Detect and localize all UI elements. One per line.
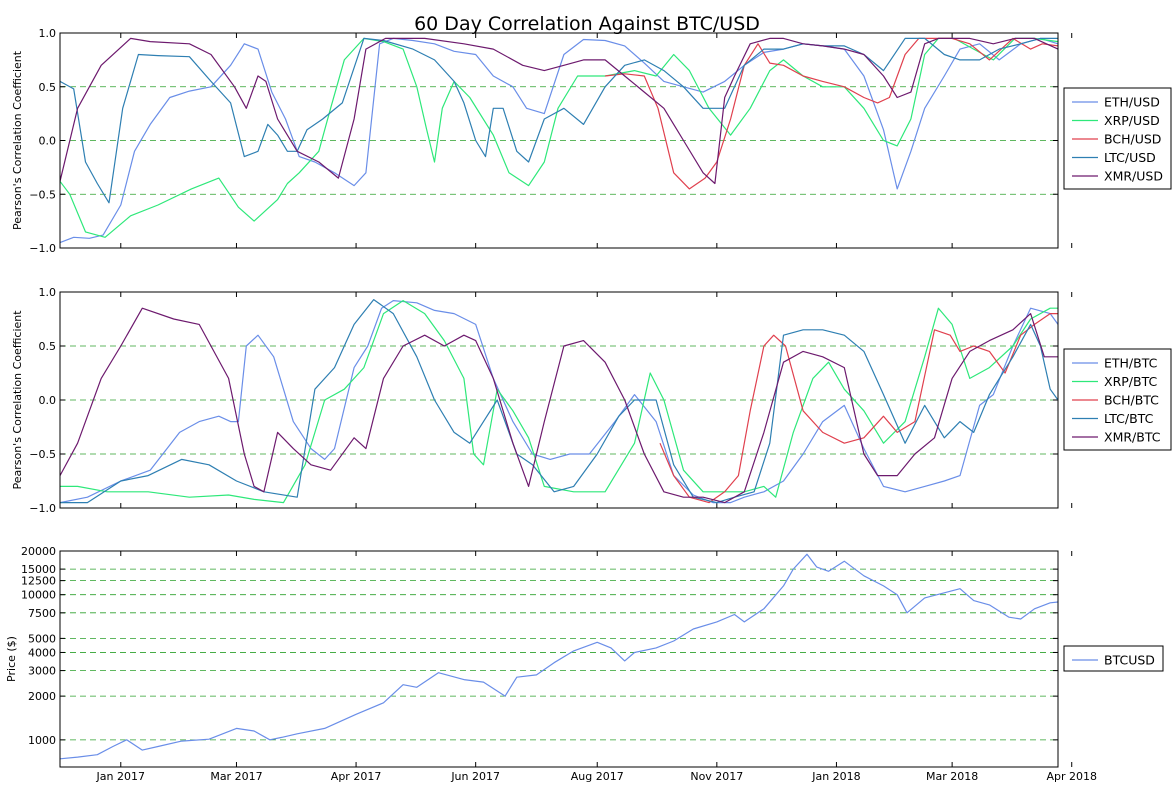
legend-label: BCH/BTC [1104,393,1159,408]
series-line-xrp-btc [60,300,1058,504]
legend-label: XMR/BTC [1104,430,1161,445]
series-line-eth-btc [59,300,1059,504]
series-line-xmr-usd [59,37,1059,185]
y-tick-label: 1.0 [39,286,57,299]
y-tick-label: 5000 [28,632,56,645]
y-tick-label: −1.0 [29,242,56,255]
y-axis-label: Price ($) [5,636,18,682]
chart-title: 60 Day Correlation Against BTC/USD [414,13,760,35]
y-tick-label: 0.5 [39,81,57,94]
legend: BTCUSD [1063,645,1164,672]
legend: ETH/BTC XRP/BTC BCH/BTC LTC/BTC XMR/BTC [1063,348,1172,451]
legend-label: XRP/BTC [1104,374,1157,389]
legend-label: XRP/USD [1104,113,1160,128]
y-tick-label: 10000 [21,589,56,602]
series-line-eth-usd [59,37,1059,244]
legend-label: ETH/BTC [1104,356,1158,371]
series-line-bch-btc [659,313,1058,504]
y-tick-label: −1.0 [29,502,56,515]
x-tick-label: Aug 2017 [571,770,624,783]
y-tick-label: 2000 [28,690,56,703]
legend-label: BTCUSD [1104,653,1155,668]
x-tick-label: Mar 2018 [926,770,978,783]
y-tick-label: 20000 [21,545,56,558]
x-tick-label: Nov 2017 [690,770,743,783]
y-tick-label: 1000 [28,734,56,747]
y-axis-label: Pearson's Correlation Coefficient [11,50,24,230]
y-tick-label: 15000 [21,563,56,576]
y-tick-label: 0.5 [39,340,57,353]
plot-frame [59,550,1059,768]
series-line-xmr-btc [59,307,1058,504]
series-line-xrp-usd [59,37,1059,238]
x-tick-label: Apr 2017 [331,770,382,783]
plot-frame [59,32,1059,249]
y-tick-label: 3000 [28,665,56,678]
x-tick-label: Apr 2018 [1046,770,1097,783]
y-tick-label: −0.5 [29,188,56,201]
series-line-bch-usd [605,37,1059,190]
series-line-ltc-usd [59,37,1058,204]
legend-label: LTC/USD [1104,150,1156,165]
legend-label: XMR/USD [1104,169,1163,184]
y-tick-label: 4000 [28,646,56,659]
plot-frame [59,291,1059,509]
y-tick-label: 0.0 [39,135,57,148]
x-tick-label: Jan 2018 [811,770,860,783]
panel-2: 1.0 0.5 0.0 −0.5 −1.0 Pearson's Correlation C… [11,286,1172,515]
legend-box [1063,645,1164,672]
y-axis-label: Pearson's Correlation Coefficient [11,310,24,490]
y-tick-label: 12500 [21,575,56,588]
legend-label: ETH/USD [1104,95,1160,110]
legend-label: BCH/USD [1104,132,1161,147]
series-line-btcusd [59,553,1059,760]
y-tick-label: 7500 [28,607,56,620]
y-tick-label: 1.0 [39,27,57,40]
x-tick-label: Jun 2017 [450,770,500,783]
x-tick-label: Mar 2017 [210,770,262,783]
legend-label: LTC/BTC [1104,411,1154,426]
y-tick-label: −0.5 [29,448,56,461]
legend: ETH/USD XRP/USD BCH/USD LTC/USD XMR/USD [1063,87,1172,190]
series-line-ltc-btc [60,299,1059,504]
x-tick-label: Jan 2017 [96,770,145,783]
y-tick-label: 0.0 [39,394,57,407]
panel-1: 1.0 0.5 0.0 −0.5 −1.0 Pearson's Correlation C… [11,27,1172,255]
